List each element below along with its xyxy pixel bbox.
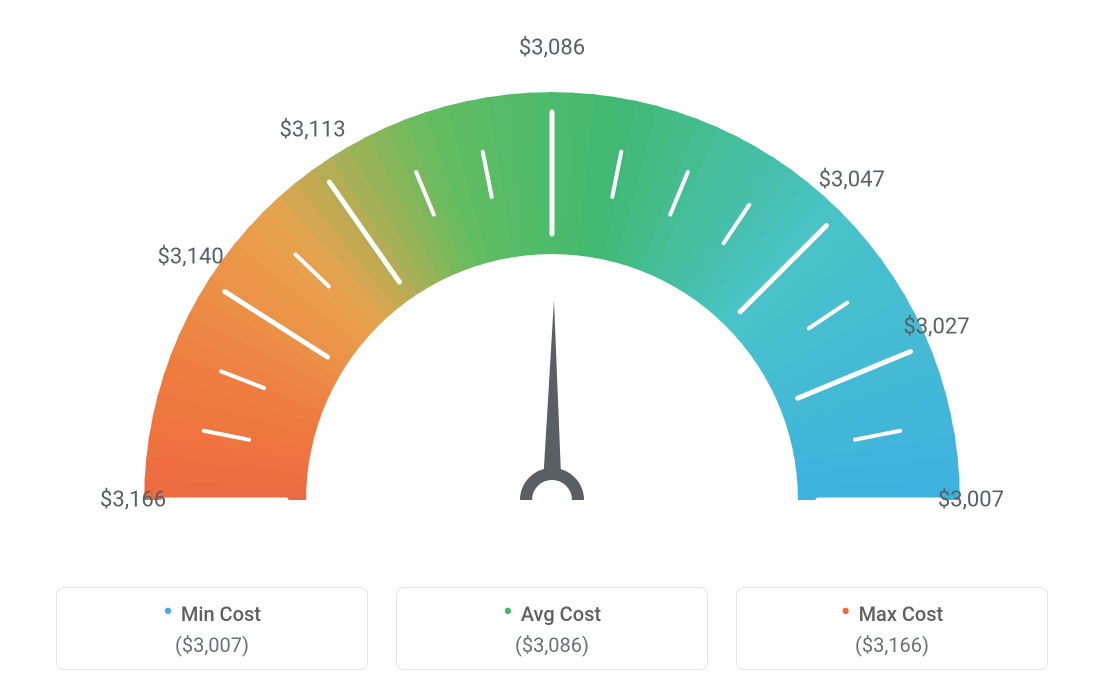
legend-row: • Min Cost ($3,007) • Avg Cost ($3,086) … [0, 587, 1104, 670]
gauge-tick-label: $3,047 [819, 168, 885, 193]
legend-value-max: ($3,166) [737, 633, 1047, 657]
legend-title-min: Min Cost [181, 602, 261, 626]
gauge-tick-label: $3,027 [903, 315, 969, 340]
legend-value-min: ($3,007) [57, 633, 367, 657]
gauge-tick-label: $3,140 [158, 245, 224, 270]
legend-card-max: • Max Cost ($3,166) [736, 587, 1048, 670]
gauge-tick-label: $3,113 [280, 117, 346, 142]
legend-title-avg: Avg Cost [521, 602, 601, 626]
cost-gauge-widget: { "gauge": { "type": "gauge", "min_value… [0, 0, 1104, 690]
legend-value-avg: ($3,086) [397, 633, 707, 657]
gauge-area: $3,007 $3,027 $3,047 $3,086 $3,113 $3,140 $3,1… [0, 0, 1104, 560]
gauge-tick-label: $3,166 [100, 488, 166, 513]
gauge-tick-label: $3,007 [938, 488, 1004, 513]
legend-title-max: Max Cost [859, 602, 944, 626]
gauge-svg [52, 10, 1052, 550]
gauge-tick-label: $3,086 [519, 36, 585, 61]
legend-card-min: • Min Cost ($3,007) [56, 587, 368, 670]
legend-card-avg: • Avg Cost ($3,086) [396, 587, 708, 670]
